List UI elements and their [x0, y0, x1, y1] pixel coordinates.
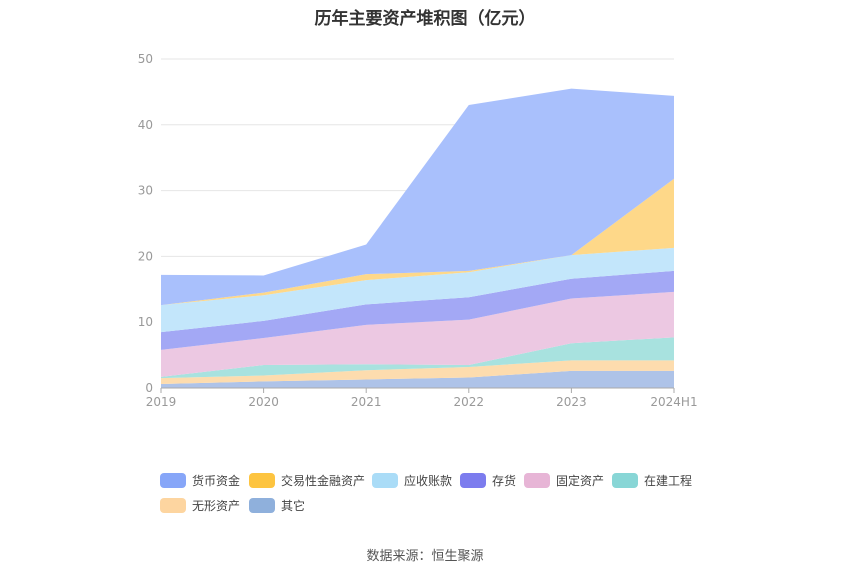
- area-series: [161, 370, 674, 388]
- legend-item-fixed-assets[interactable]: 固定资产: [524, 472, 604, 488]
- legend-label: 固定资产: [556, 473, 605, 488]
- legend-swatch: [160, 497, 186, 513]
- legend-swatch: [249, 497, 275, 513]
- area-series: [161, 360, 674, 385]
- legend-label: 货币资金: [192, 473, 241, 488]
- x-tick-label: 2022: [454, 395, 485, 409]
- legend-swatch: [372, 472, 398, 488]
- legend-item-other[interactable]: 其它: [249, 497, 305, 513]
- y-tick-label: 0: [145, 381, 153, 395]
- legend-label: 在建工程: [644, 473, 693, 488]
- legend-swatch: [612, 472, 638, 488]
- area-series: [161, 337, 674, 379]
- legend-swatch: [160, 472, 186, 488]
- x-tick-label: 2020: [248, 395, 279, 409]
- legend-item-inventory[interactable]: 存货: [460, 472, 516, 488]
- stacked-area-chart: 0 10 20 30 40 50 2019 2020 2021 2022 2023 2024H1: [138, 52, 698, 409]
- legend-label: 应收账款: [404, 473, 453, 488]
- x-tick-label: 2024H1: [650, 395, 697, 409]
- legend-item-receivables[interactable]: 应收账款: [372, 472, 452, 488]
- legend-item-cash[interactable]: 货币资金: [160, 472, 240, 488]
- x-tick-label: 2023: [556, 395, 587, 409]
- chart-title: 历年主要资产堆积图（亿元）: [314, 9, 536, 29]
- y-tick-label: 40: [138, 118, 153, 132]
- y-tick-label: 30: [138, 184, 153, 198]
- y-tick-label: 50: [138, 52, 153, 66]
- legend-item-intangibles[interactable]: 无形资产: [160, 497, 240, 513]
- legend-label: 交易性金融资产: [281, 473, 366, 488]
- legend-swatch: [249, 472, 275, 488]
- y-tick-label: 20: [138, 249, 153, 263]
- area-series: [161, 247, 674, 333]
- legend-label: 其它: [281, 498, 306, 513]
- x-tick-label: 2019: [146, 395, 177, 409]
- legend-label: 存货: [492, 473, 517, 488]
- legend-swatch: [524, 472, 550, 488]
- x-tick-label: 2021: [351, 395, 382, 409]
- area-series: [161, 270, 674, 350]
- area-series: [161, 291, 674, 377]
- legend-label: 无形资产: [192, 498, 241, 513]
- legend-item-trading-assets[interactable]: 交易性金融资产: [249, 472, 365, 488]
- legend-item-construction[interactable]: 在建工程: [612, 472, 692, 488]
- legend-swatch: [460, 472, 486, 488]
- y-tick-label: 10: [138, 315, 153, 329]
- area-series: [161, 88, 674, 306]
- data-source: 数据来源：恒生聚源: [366, 549, 484, 564]
